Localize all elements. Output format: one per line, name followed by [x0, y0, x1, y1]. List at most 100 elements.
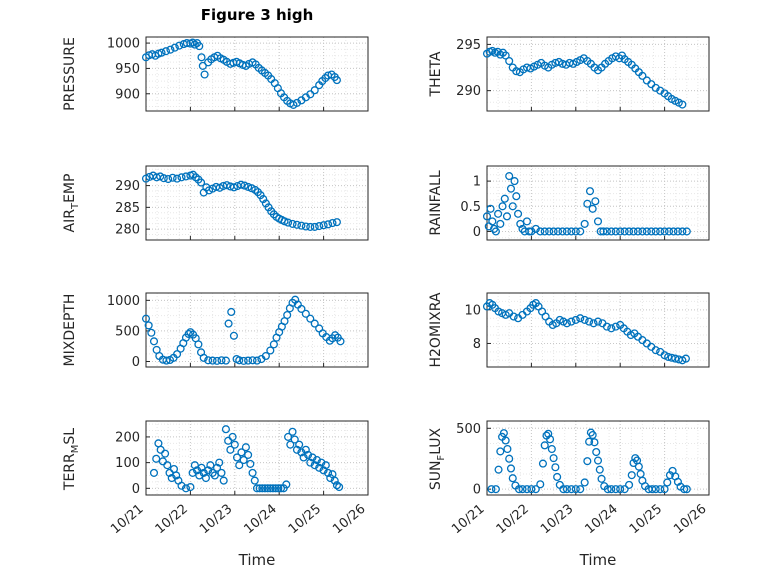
data-point	[304, 450, 313, 459]
y-tick-label: 285	[115, 201, 140, 216]
data-point	[536, 480, 545, 489]
data-point	[551, 463, 560, 472]
data-point	[332, 76, 341, 85]
scatter-points	[141, 295, 345, 365]
y-tick-label: 290	[115, 179, 140, 194]
data-point	[567, 485, 576, 494]
data-point	[310, 222, 319, 231]
x-tick-label: 10/23	[538, 502, 576, 538]
subplot-mixdepth: 0 500 1000	[86, 283, 378, 383]
data-point	[571, 315, 580, 324]
data-point	[241, 443, 250, 452]
data-point	[228, 432, 237, 441]
data-point	[232, 453, 242, 462]
data-point	[147, 328, 156, 337]
scatter-points	[141, 170, 341, 231]
data-point	[332, 218, 341, 227]
data-point	[170, 43, 179, 52]
y-tick-label: 100	[115, 456, 140, 471]
data-point	[512, 192, 521, 201]
data-point	[161, 449, 170, 458]
axes-box	[486, 36, 710, 112]
data-point	[502, 212, 512, 221]
plot-pressure: 900 950 1000	[107, 36, 369, 112]
data-point	[269, 340, 278, 349]
y-tick-label: 10	[464, 303, 481, 318]
data-point	[173, 174, 182, 183]
data-point	[553, 227, 563, 236]
tick-marks	[145, 299, 369, 367]
data-point	[204, 466, 213, 475]
data-point	[482, 212, 492, 221]
data-point	[638, 71, 647, 80]
data-point	[335, 482, 344, 492]
scatter-points	[482, 46, 687, 109]
subplot-sun-flux: 0 500 10/21 10/22 10/23 10/24 10/25 10/26	[427, 411, 719, 565]
data-point	[212, 356, 222, 365]
data-point	[297, 448, 306, 457]
data-point	[317, 458, 326, 467]
data-point	[496, 219, 505, 228]
data-point	[164, 175, 173, 184]
y-tick-label: 1000	[107, 294, 140, 309]
data-point	[250, 476, 259, 485]
subplot-h2omixra: 8 10	[427, 283, 719, 383]
axes-box	[145, 420, 369, 496]
data-point	[549, 227, 558, 236]
data-point	[199, 468, 208, 477]
data-point	[190, 461, 199, 470]
minor-grid-lines	[486, 292, 710, 367]
data-point	[591, 197, 600, 206]
data-point	[157, 48, 166, 57]
data-point	[585, 317, 594, 326]
data-point	[505, 454, 514, 463]
data-point	[514, 485, 524, 494]
data-point	[321, 461, 330, 470]
data-point	[538, 459, 547, 468]
scatter-points	[141, 38, 341, 109]
data-point	[506, 184, 516, 193]
data-point	[589, 319, 598, 328]
data-point	[321, 74, 330, 83]
data-point	[625, 480, 634, 489]
data-point	[149, 337, 159, 346]
data-point	[576, 314, 585, 323]
data-point	[158, 457, 167, 466]
data-point	[181, 172, 191, 181]
tick-marks	[486, 180, 710, 240]
data-point	[161, 47, 171, 56]
data-point	[330, 476, 339, 485]
x-axis-label-right: Time	[579, 551, 617, 569]
data-point	[522, 217, 532, 226]
data-point	[593, 456, 603, 465]
data-point	[651, 227, 660, 236]
data-point	[288, 219, 297, 228]
data-point	[229, 331, 238, 340]
data-point	[647, 80, 656, 89]
data-point	[166, 45, 175, 54]
data-point	[219, 476, 228, 485]
y-tick-label: 950	[115, 62, 140, 77]
tick-marks	[145, 436, 369, 495]
y-tick-label: 0	[473, 225, 481, 240]
data-point	[508, 202, 517, 211]
data-point	[308, 453, 317, 462]
data-point	[260, 484, 270, 493]
data-point	[188, 468, 197, 477]
data-point	[667, 353, 676, 362]
x-axis-label-left: Time	[238, 551, 276, 569]
data-point	[494, 465, 503, 474]
y-tick-labels: 900 950 1000	[107, 37, 140, 103]
data-point	[611, 485, 620, 494]
data-point	[217, 356, 226, 365]
data-point	[681, 354, 690, 363]
scatter-points	[487, 428, 691, 494]
data-point	[212, 463, 222, 472]
data-point	[189, 170, 198, 179]
data-point	[603, 485, 612, 494]
data-point	[590, 438, 599, 447]
data-point	[141, 314, 151, 323]
data-point	[682, 227, 691, 236]
data-point	[527, 227, 536, 236]
data-point	[488, 217, 497, 226]
